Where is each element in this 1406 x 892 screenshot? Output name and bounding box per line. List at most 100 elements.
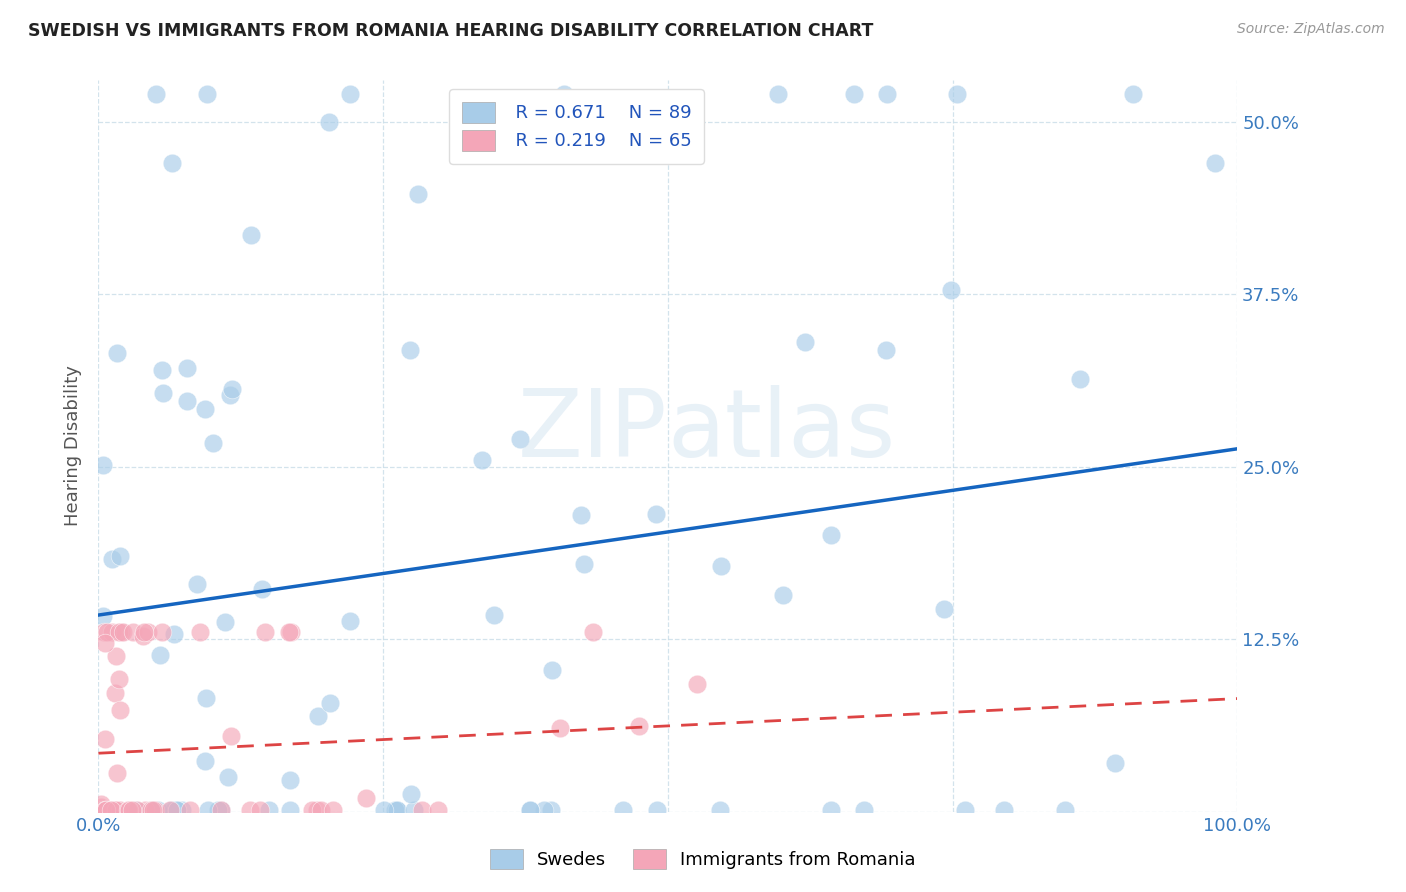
- Point: [146, 803, 169, 817]
- Point: [354, 791, 377, 805]
- Point: [307, 709, 329, 723]
- Point: [766, 87, 789, 101]
- Point: [105, 346, 128, 360]
- Point: [1104, 756, 1126, 770]
- Point: [108, 672, 131, 686]
- Point: [278, 803, 301, 817]
- Point: [141, 803, 163, 817]
- Point: [96, 803, 118, 817]
- Point: [253, 625, 276, 640]
- Point: [90, 797, 112, 811]
- Point: [541, 663, 564, 677]
- Point: [945, 87, 967, 101]
- Point: [148, 648, 170, 662]
- Point: [125, 803, 148, 817]
- Point: [278, 625, 301, 640]
- Point: [941, 283, 963, 297]
- Point: [103, 803, 125, 817]
- Point: [160, 156, 183, 170]
- Point: [519, 803, 541, 817]
- Point: [471, 453, 494, 467]
- Point: [179, 803, 201, 817]
- Point: [131, 629, 153, 643]
- Point: [548, 721, 571, 735]
- Point: [373, 803, 395, 817]
- Text: atlas: atlas: [668, 385, 896, 477]
- Point: [710, 559, 733, 574]
- Point: [101, 803, 124, 817]
- Point: [569, 508, 592, 522]
- Point: [1053, 803, 1076, 817]
- Point: [97, 803, 120, 817]
- Point: [132, 625, 155, 640]
- Point: [197, 803, 219, 817]
- Point: [125, 803, 148, 817]
- Point: [793, 335, 815, 350]
- Point: [319, 696, 342, 710]
- Point: [427, 803, 450, 817]
- Point: [186, 577, 208, 591]
- Point: [94, 803, 117, 817]
- Point: [98, 803, 121, 817]
- Point: [318, 114, 340, 128]
- Point: [94, 803, 117, 817]
- Point: [176, 393, 198, 408]
- Point: [250, 582, 273, 596]
- Point: [844, 87, 866, 101]
- Point: [163, 627, 186, 641]
- Point: [533, 803, 555, 817]
- Point: [163, 803, 186, 817]
- Point: [122, 625, 145, 640]
- Point: [104, 803, 127, 817]
- Point: [686, 677, 709, 691]
- Point: [107, 803, 129, 817]
- Point: [385, 803, 408, 817]
- Point: [104, 803, 127, 817]
- Point: [219, 729, 242, 743]
- Point: [194, 402, 217, 417]
- Point: [117, 803, 139, 817]
- Point: [257, 803, 280, 817]
- Point: [519, 803, 541, 817]
- Point: [278, 772, 301, 787]
- Legend:   R = 0.671    N = 89,   R = 0.219    N = 65: R = 0.671 N = 89, R = 0.219 N = 65: [450, 89, 704, 163]
- Point: [572, 557, 595, 571]
- Point: [645, 803, 668, 817]
- Point: [94, 636, 117, 650]
- Point: [934, 601, 956, 615]
- Point: [150, 362, 173, 376]
- Point: [322, 803, 344, 817]
- Point: [93, 608, 115, 623]
- Point: [209, 803, 232, 817]
- Point: [239, 227, 262, 242]
- Point: [398, 343, 420, 357]
- Point: [91, 458, 114, 472]
- Point: [406, 187, 429, 202]
- Point: [399, 787, 422, 801]
- Point: [540, 803, 562, 817]
- Point: [108, 803, 131, 817]
- Point: [100, 803, 122, 817]
- Point: [772, 588, 794, 602]
- Point: [94, 803, 117, 817]
- Point: [98, 803, 121, 817]
- Point: [142, 803, 165, 817]
- Point: [152, 386, 174, 401]
- Point: [820, 528, 842, 542]
- Point: [214, 615, 236, 630]
- Point: [385, 803, 408, 817]
- Point: [104, 686, 127, 700]
- Point: [339, 615, 361, 629]
- Point: [195, 87, 218, 101]
- Point: [955, 803, 977, 817]
- Point: [101, 552, 124, 566]
- Point: [339, 87, 361, 101]
- Point: [207, 803, 229, 817]
- Point: [107, 625, 129, 640]
- Point: [110, 625, 132, 640]
- Point: [118, 803, 141, 817]
- Point: [384, 803, 406, 817]
- Point: [105, 648, 128, 663]
- Point: [170, 803, 193, 817]
- Legend: Swedes, Immigrants from Romania: Swedes, Immigrants from Romania: [481, 839, 925, 879]
